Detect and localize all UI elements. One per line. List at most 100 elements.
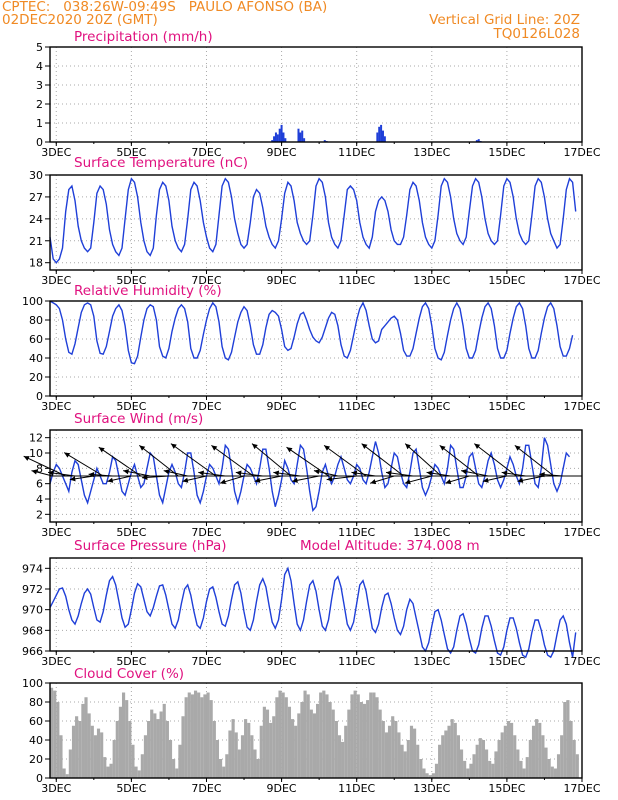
- bar: [256, 759, 260, 778]
- y-tick-label: 6: [36, 478, 43, 491]
- x-tick-label: 13DEC: [413, 526, 450, 539]
- bar: [560, 735, 564, 778]
- x-tick-label: 17DEC: [563, 655, 600, 668]
- panel-frame: [49, 429, 583, 523]
- panel-frame: [49, 174, 583, 271]
- bar: [281, 692, 285, 778]
- bar: [90, 725, 94, 778]
- wind-arrow-head: [370, 479, 377, 485]
- y-tick-label: 966: [22, 645, 43, 658]
- bar: [262, 706, 266, 778]
- bar: [234, 732, 238, 778]
- bar: [438, 744, 442, 778]
- bar: [431, 773, 435, 778]
- x-tick-label: 15DEC: [488, 655, 525, 668]
- bar: [222, 766, 226, 778]
- bar: [522, 768, 526, 778]
- wind-arrow-head: [211, 445, 218, 451]
- panel-title: Surface Pressure (hPa): [74, 538, 227, 554]
- bar: [525, 757, 529, 778]
- x-tick-label: 3DEC: [41, 782, 71, 795]
- bar: [175, 768, 179, 778]
- bar: [356, 694, 360, 778]
- bar: [50, 687, 54, 778]
- x-tick-label: 3DEC: [41, 400, 71, 413]
- wind-arrow-head: [482, 477, 489, 483]
- bar: [403, 751, 407, 778]
- x-tick-label: 3DEC: [41, 146, 71, 159]
- y-tick-label: 4: [36, 493, 43, 506]
- bar: [240, 735, 245, 778]
- bar: [165, 721, 169, 778]
- bar: [244, 719, 248, 778]
- wind-arrow: [139, 445, 179, 477]
- wind-arrow: [473, 443, 517, 477]
- wind-arrow: [439, 445, 480, 477]
- bar: [303, 690, 307, 778]
- bar: [78, 721, 82, 778]
- wind-arrow: [361, 443, 404, 477]
- bar: [253, 749, 257, 778]
- wind-arrow: [170, 443, 217, 477]
- bar: [556, 754, 561, 778]
- bar: [513, 735, 517, 778]
- bar: [397, 732, 401, 778]
- x-tick-label: 13DEC: [413, 274, 450, 287]
- x-tick-label: 15DEC: [488, 146, 525, 159]
- bar: [547, 759, 551, 778]
- y-tick-label: 40: [29, 352, 43, 365]
- bar: [156, 719, 160, 778]
- bar: [538, 722, 542, 778]
- bar: [209, 700, 213, 778]
- bar: [422, 768, 426, 778]
- wind-arrow-head: [501, 470, 508, 476]
- bar: [312, 713, 317, 778]
- wind-arrow: [63, 452, 104, 477]
- bar: [290, 719, 295, 778]
- bar: [272, 716, 276, 778]
- x-tick-label: 17DEC: [563, 400, 600, 413]
- bar: [381, 721, 385, 778]
- bar: [450, 719, 454, 778]
- wind-arrow: [286, 446, 329, 477]
- wind-arrow-head: [252, 443, 258, 450]
- bar: [275, 697, 279, 778]
- bar: [563, 702, 567, 778]
- wind-arrow-head: [445, 479, 452, 485]
- bar: [477, 139, 480, 142]
- y-tick-label: 974: [22, 562, 43, 575]
- y-tick-label: 2: [36, 508, 43, 521]
- wind-arrow-head: [48, 470, 54, 476]
- y-tick-label: 2: [36, 98, 43, 111]
- wind-arrow-head: [163, 469, 170, 475]
- wind-arrow-head: [324, 445, 330, 451]
- wind-arrow-head: [273, 470, 280, 476]
- bar: [380, 124, 383, 142]
- bar: [128, 721, 132, 778]
- y-tick-label: 1: [36, 117, 43, 130]
- bar: [569, 721, 573, 778]
- wind-arrow-head: [514, 445, 521, 451]
- x-tick-label: 5DEC: [116, 146, 146, 159]
- x-tick-label: 7DEC: [191, 782, 221, 795]
- y-tick-label: 60: [29, 333, 43, 346]
- bar: [344, 725, 348, 778]
- wind-arrow-head: [313, 469, 320, 475]
- x-tick-label: 9DEC: [267, 655, 297, 668]
- bar: [337, 735, 342, 778]
- bar: [394, 721, 398, 778]
- wind-arrow-head: [351, 470, 358, 476]
- bar: [459, 749, 464, 778]
- bar: [184, 697, 188, 778]
- bar: [271, 140, 274, 142]
- y-tick-label: 24: [29, 213, 43, 226]
- bar: [218, 759, 223, 778]
- wind-arrow-head: [426, 470, 433, 476]
- bar: [269, 722, 273, 778]
- bar: [475, 140, 478, 142]
- x-tick-label: 15DEC: [488, 400, 525, 413]
- bar: [71, 725, 76, 778]
- bar: [503, 725, 507, 778]
- x-tick-label: 11DEC: [338, 274, 375, 287]
- x-tick-label: 11DEC: [338, 655, 375, 668]
